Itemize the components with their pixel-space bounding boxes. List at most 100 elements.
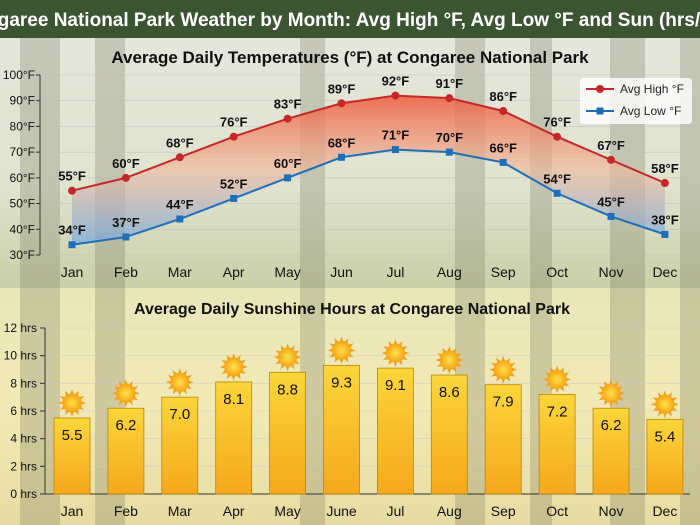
point-high [229, 132, 238, 141]
x-tick-label: Nov [599, 264, 624, 280]
sun-icon [489, 355, 518, 384]
sun-disc [224, 357, 244, 377]
data-label-high: 55°F [58, 169, 86, 184]
point-high [283, 114, 292, 123]
sun-ray [242, 365, 248, 369]
data-label-low: 44°F [166, 197, 194, 212]
sun-ray [273, 355, 279, 360]
sun-ray [555, 365, 559, 371]
sun-disc [385, 343, 405, 363]
y-tick-label: 8 hrs [10, 376, 37, 390]
y-tick-label: 10 hrs [4, 349, 37, 363]
point-high [607, 155, 615, 164]
sun-ray [111, 391, 118, 396]
point-low [607, 212, 615, 220]
x-tick-label: Feb [114, 503, 138, 519]
sun-ray [124, 402, 128, 408]
bar [53, 417, 91, 495]
sun-disc [278, 347, 298, 367]
sun-disc [62, 393, 82, 413]
sun-ray [501, 355, 505, 361]
legend-label: Avg High °F [620, 82, 684, 96]
sun-disc [439, 350, 459, 370]
point-high [391, 91, 400, 100]
bar [323, 364, 360, 495]
point-low [499, 158, 507, 166]
sun-ray [663, 413, 667, 419]
bar-value-label: 5.4 [654, 428, 675, 445]
x-tick-label: Apr [223, 503, 245, 519]
x-tick-label: Oct [546, 503, 568, 519]
point-low [445, 148, 453, 156]
sun-ray [489, 367, 495, 372]
sun-ray [619, 391, 625, 396]
data-label-low: 52°F [220, 176, 248, 191]
data-label-low: 70°F [435, 130, 463, 145]
sun-ray [404, 351, 410, 355]
sun-ray [188, 380, 194, 384]
tree-trunk [680, 38, 700, 525]
legend-marker [596, 107, 604, 115]
data-label-low: 60°F [274, 156, 302, 171]
chart-title: Average Daily Sunshine Hours at Congaree… [134, 301, 570, 318]
range-band [72, 95, 665, 245]
sun-ray [350, 348, 356, 353]
point-low [284, 174, 292, 182]
sun-ray [447, 346, 452, 352]
bar-value-label: 9.1 [385, 377, 406, 394]
sun-ray [609, 402, 613, 408]
sun-ray [435, 358, 441, 362]
sun-disc [493, 360, 513, 380]
y-tick-label: 50°F [10, 197, 35, 211]
bar-value-label: 7.0 [169, 406, 190, 423]
data-label-high: 68°F [166, 135, 194, 150]
sun-icon [111, 379, 140, 408]
sun-ray [512, 367, 518, 372]
bar [430, 374, 468, 495]
x-tick-label: May [274, 503, 300, 519]
data-label-low: 66°F [489, 140, 517, 155]
x-tick-label: Mar [168, 264, 192, 280]
sun-disc [547, 369, 567, 389]
x-tick-label: Jul [386, 264, 404, 280]
point-low [338, 153, 345, 161]
sun-ray [555, 388, 559, 394]
sun-ray [609, 379, 613, 385]
sun-ray [219, 365, 225, 369]
bar-value-label: 8.8 [277, 381, 298, 398]
sun-ray [565, 377, 572, 382]
legend-label: Avg Low °F [620, 104, 681, 118]
y-tick-label: 0 hrs [10, 487, 37, 501]
data-label-low: 68°F [328, 135, 356, 150]
sun-icon [58, 388, 86, 417]
data-label-high: 89°F [328, 81, 356, 96]
x-tick-label: Sep [491, 264, 516, 280]
y-tick-label: 40°F [10, 222, 35, 236]
sun-ray [501, 378, 505, 384]
series-line-high [71, 94, 666, 192]
sun-icon [650, 390, 679, 419]
sun-ray [70, 388, 74, 395]
x-tick-label: Apr [223, 264, 245, 280]
sun-ray [178, 368, 182, 374]
data-label-high: 83°F [274, 97, 302, 112]
bar [592, 407, 630, 495]
bar-value-label: 8.6 [439, 384, 460, 401]
sun-ray [231, 375, 236, 381]
sun-icon [273, 343, 302, 372]
sun-icon [381, 339, 410, 368]
point-high [68, 186, 76, 195]
sun-disc [116, 383, 136, 403]
data-label-high: 60°F [112, 156, 140, 171]
x-tick-label: Jun [330, 264, 353, 280]
y-tick-label: 80°F [10, 119, 35, 133]
sun-ray [285, 343, 290, 349]
data-label-high: 58°F [651, 161, 679, 176]
chart-title: Average Daily Temperatures (°F) at Conga… [111, 48, 589, 67]
data-label-high: 86°F [489, 89, 517, 104]
bar-value-label: 7.9 [493, 394, 514, 411]
sun-ray [663, 390, 667, 396]
sun-ray [134, 391, 140, 396]
bar [646, 418, 684, 495]
